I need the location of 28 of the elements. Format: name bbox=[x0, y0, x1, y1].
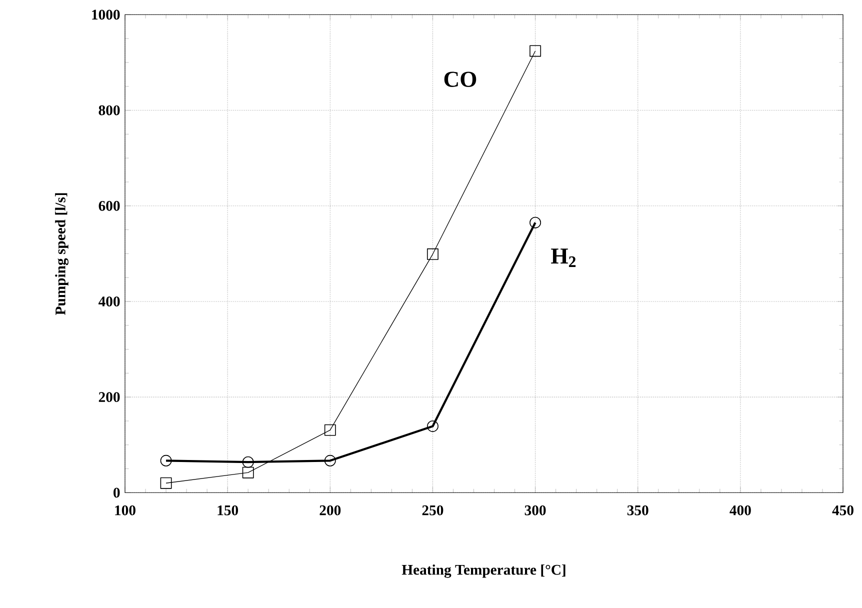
x-tick-label: 350 bbox=[627, 505, 648, 516]
series-label: H$_{2}$ bbox=[551, 248, 576, 267]
y-tick-label: 1000 bbox=[92, 10, 120, 20]
point bbox=[324, 424, 336, 436]
point bbox=[530, 45, 542, 57]
series-label: CO bbox=[444, 72, 476, 87]
x-axis-title: Heating Temperature [°C] bbox=[402, 564, 566, 578]
point bbox=[426, 420, 438, 432]
y-axis-title: Pumping speed [l/s] bbox=[55, 193, 68, 315]
y-tick-label: 800 bbox=[98, 105, 120, 116]
y-tick-label: 200 bbox=[98, 392, 120, 402]
y-tick-label: 0 bbox=[114, 488, 120, 498]
x-tick-label: 150 bbox=[218, 505, 238, 516]
point bbox=[324, 454, 336, 466]
point bbox=[242, 456, 254, 468]
x-tick-label: 250 bbox=[422, 505, 444, 516]
point bbox=[242, 466, 254, 478]
point bbox=[530, 216, 542, 228]
point bbox=[160, 454, 172, 466]
x-tick-label: 400 bbox=[730, 505, 751, 516]
point bbox=[160, 477, 172, 489]
point bbox=[426, 248, 438, 260]
x-tick-label: 100 bbox=[115, 505, 136, 516]
x-tick-label: 200 bbox=[320, 505, 341, 516]
y-tick-label: 400 bbox=[98, 296, 120, 306]
y-tick-label: 600 bbox=[98, 200, 120, 211]
x-tick-label: 300 bbox=[524, 505, 546, 516]
x-tick-label: 450 bbox=[832, 505, 854, 516]
